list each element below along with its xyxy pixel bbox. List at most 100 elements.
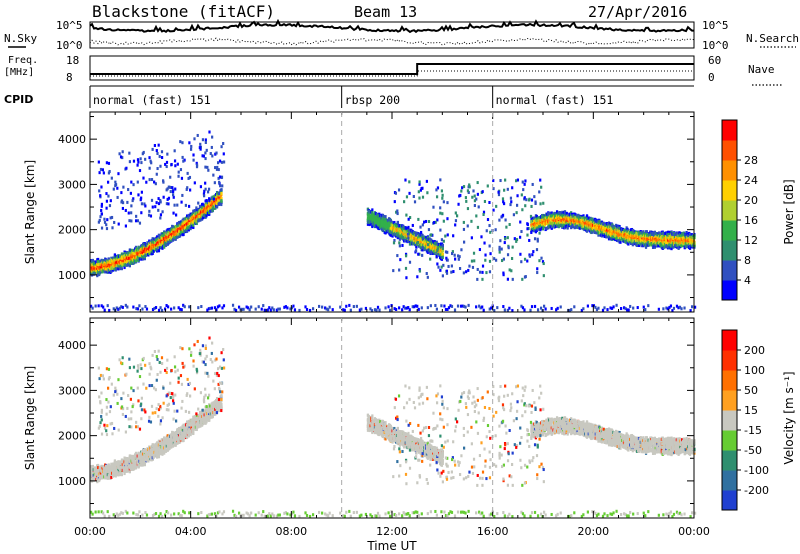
power-cell (161, 246, 164, 250)
power-cell (125, 257, 128, 261)
power-cell (561, 225, 564, 229)
freq-tick-right-top: 60 (708, 54, 721, 67)
power-cell (172, 237, 175, 241)
power-cell (182, 220, 185, 224)
power-cell (428, 249, 431, 253)
freq-panel (89, 55, 695, 81)
power-cell (592, 225, 596, 229)
power-cell (157, 249, 161, 253)
power-cell (157, 233, 161, 237)
power-cell (383, 221, 386, 225)
power-cell (563, 210, 567, 214)
power-cell (596, 226, 599, 230)
station-title: Blackstone (fitACF) (92, 2, 275, 21)
power-cell (582, 226, 585, 230)
power-cell (421, 247, 424, 251)
power-cell (118, 265, 121, 269)
power-cell (182, 233, 185, 237)
power-cell (128, 264, 131, 268)
power-cell (566, 226, 569, 230)
search-noise-trace (89, 37, 695, 46)
power-cell (550, 226, 553, 230)
power-cell (541, 214, 545, 218)
power-cell (163, 244, 166, 248)
power-cell (120, 267, 124, 271)
power-cell (95, 260, 98, 264)
freq-label-line2: [MHz] (4, 67, 34, 78)
power-cell (136, 255, 139, 259)
power-cell (440, 257, 444, 261)
power-cell (154, 241, 157, 245)
power-cell (576, 221, 579, 225)
power-cell (396, 220, 399, 224)
power-cell (115, 266, 118, 270)
power-cell (204, 210, 207, 214)
power-cell (214, 206, 217, 210)
power-cell (570, 211, 573, 215)
power-cell (99, 270, 102, 274)
power-cell (151, 237, 154, 241)
power-cell (149, 248, 152, 252)
power-cell (415, 231, 418, 235)
power-cell (540, 225, 544, 229)
power-cell (188, 222, 191, 226)
power-cell (118, 263, 121, 267)
power-cell (546, 216, 549, 220)
power-cell (558, 211, 561, 215)
power-cell (99, 265, 102, 269)
power-cell (625, 232, 628, 236)
power-cell (166, 228, 169, 232)
power-cell (425, 239, 429, 243)
power-cell (433, 240, 436, 244)
power-cell (380, 220, 384, 224)
power-cell (220, 188, 223, 192)
power-cell (112, 268, 115, 272)
power-cell (426, 250, 429, 254)
power-cell (90, 265, 93, 269)
power-cell (563, 211, 567, 215)
power-cell (134, 245, 138, 249)
power-cell (97, 257, 100, 261)
power-cell (595, 230, 598, 234)
power-cell (214, 201, 217, 205)
power-cell (388, 225, 392, 229)
power-cell (174, 237, 177, 241)
power-cell (199, 218, 202, 222)
power-cell (377, 219, 380, 223)
power-cell (162, 234, 165, 238)
power-cell (631, 243, 634, 247)
power-cell (151, 251, 154, 255)
power-cell (554, 212, 557, 216)
power-cell (156, 235, 159, 239)
power-cell (632, 229, 635, 233)
power-cell (130, 259, 133, 263)
power-scatter (90, 130, 697, 313)
power-cell (173, 228, 176, 232)
power-cell (187, 228, 190, 232)
power-cell (536, 226, 539, 230)
power-cell (192, 225, 195, 229)
power-cell (130, 261, 133, 265)
power-cell (614, 223, 618, 227)
date-title: 27/Apr/2016 (588, 3, 687, 21)
freq-tick-bottom: 8 (66, 71, 73, 84)
power-cell (398, 223, 401, 227)
power-cell (100, 258, 103, 262)
power-cell (143, 257, 146, 261)
power-cell (382, 219, 385, 223)
power-cell (142, 252, 146, 256)
power-cell (188, 220, 191, 224)
power-cell (629, 241, 633, 245)
power-cell (598, 222, 601, 226)
power-cell (441, 248, 444, 252)
power-cell (619, 238, 622, 242)
power-cell (432, 251, 435, 255)
power-cell (163, 241, 167, 245)
power-cell (370, 222, 373, 226)
power-cell (430, 238, 433, 242)
power-cell (414, 243, 417, 247)
power-cell (591, 217, 594, 221)
power-cell (387, 224, 390, 228)
noise-tick-top: 10^5 (56, 19, 83, 32)
power-cell (97, 260, 100, 264)
